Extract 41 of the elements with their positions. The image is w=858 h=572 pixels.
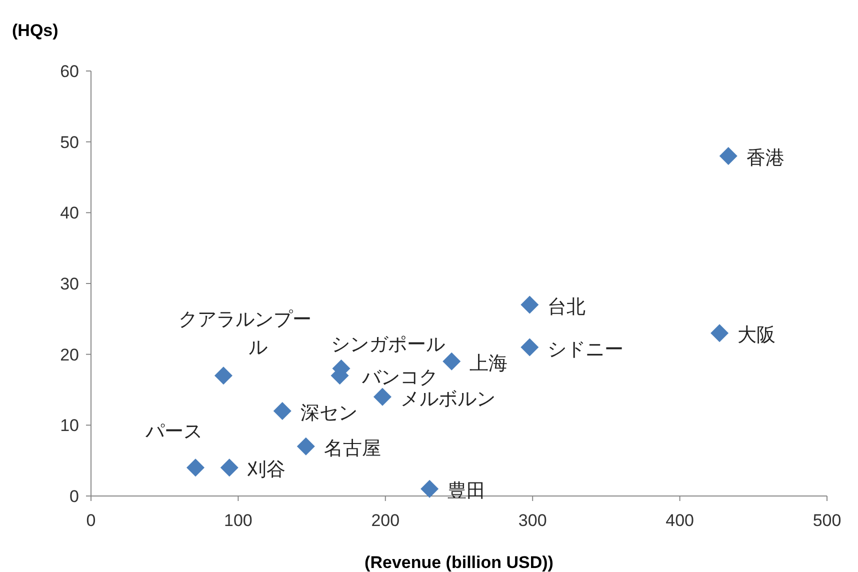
y-tick-label: 30: [60, 274, 79, 294]
x-tick-label: 300: [518, 511, 547, 530]
point: [710, 324, 729, 342]
x-tick-label: 200: [371, 511, 400, 530]
annotation: バンコク: [360, 368, 438, 389]
annotation: 上海: [470, 353, 508, 374]
point: [186, 458, 205, 477]
annotation: 台北: [548, 296, 586, 318]
annotation: 香港: [746, 148, 784, 169]
y-tick-label: 10: [60, 416, 79, 436]
y-tick-label: 0: [70, 487, 79, 506]
annotation: パース: [144, 422, 203, 443]
y-axis-title: (HQs): [12, 21, 58, 40]
annotation: シンガポール: [331, 334, 446, 356]
point: [220, 458, 238, 477]
point: [520, 296, 539, 314]
point: [296, 437, 315, 456]
x-tick-label: 0: [86, 511, 96, 530]
point: [719, 147, 738, 165]
annotation: 名古屋: [324, 438, 381, 460]
y-tick-label: 20: [60, 345, 79, 364]
annotation: シドニー: [548, 339, 624, 360]
point: [214, 366, 232, 385]
point: [273, 402, 292, 420]
annotation: 深セン: [300, 403, 358, 424]
point: [520, 338, 539, 356]
annotation: 刈谷: [246, 460, 286, 481]
x-tick-label: 500: [812, 511, 842, 530]
y-tick-label: 50: [60, 132, 79, 152]
annotation: 豊田: [448, 480, 486, 502]
x-axis-title: (Revenue (billion USD)): [364, 553, 554, 572]
y-tick-label: 60: [60, 62, 79, 81]
point: [373, 388, 392, 406]
point: [442, 352, 461, 370]
annotation: 大阪: [738, 325, 776, 346]
annotation: メルボルン: [400, 388, 496, 410]
x-tick-label: 400: [666, 511, 694, 530]
point: [420, 480, 439, 498]
y-tick-label: 40: [60, 204, 79, 223]
annotation: クアラルンプール: [178, 310, 312, 359]
x-tick-label: 100: [224, 511, 252, 530]
